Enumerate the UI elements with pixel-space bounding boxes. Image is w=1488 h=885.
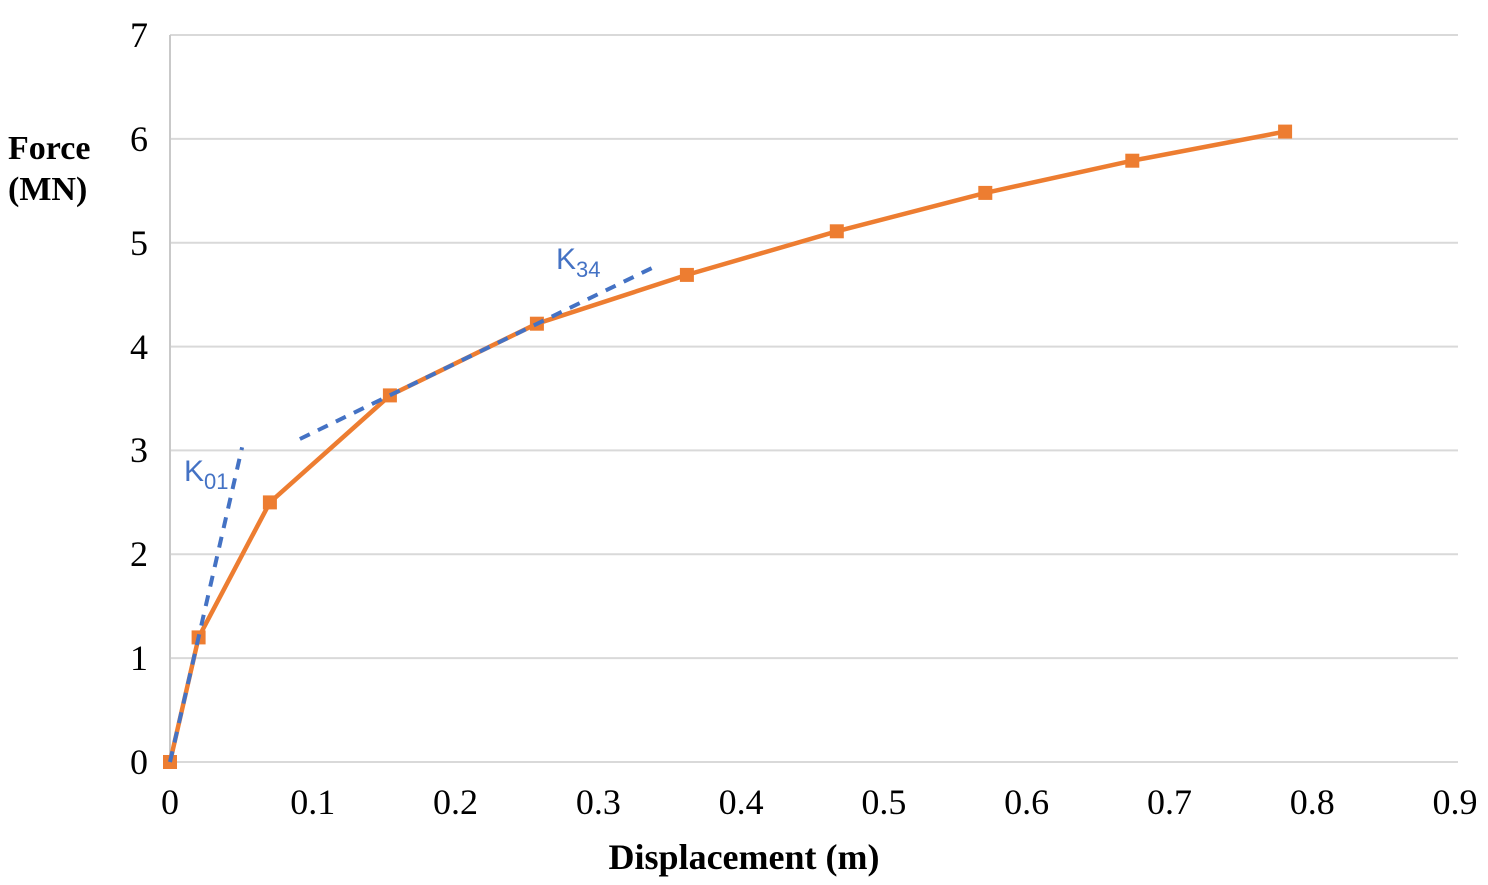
series-marker-9 [1278, 124, 1293, 139]
y-axis-title: Force (MN) [8, 128, 128, 210]
x-tick-label-0.6: 0.6 [1004, 782, 1050, 822]
x-tick-label-0.2: 0.2 [433, 782, 479, 822]
x-axis-title: Displacement (m) [608, 837, 880, 877]
annotation-label-k34: K34 [556, 243, 601, 283]
series-marker-5 [679, 267, 694, 282]
y-tick-label-1: 1 [130, 638, 148, 679]
y-tick-label-3: 3 [130, 430, 148, 471]
y-tick-label-4: 4 [130, 326, 148, 367]
y-axis-title-line2: (MN) [8, 171, 88, 208]
k34-label-main: K [556, 243, 577, 276]
K01-initial-stiffness-line [168, 446, 245, 763]
x-tick-label-0.1: 0.1 [290, 782, 336, 822]
x-tick-label-0.4: 0.4 [718, 782, 764, 822]
x-tick-label-0.9: 0.9 [1432, 782, 1478, 822]
K34-secant-stiffness-line [299, 263, 658, 441]
x-tick-label-0.7: 0.7 [1146, 782, 1192, 822]
y-tick-label-0: 0 [130, 742, 148, 782]
x-tick-label-0.8: 0.8 [1289, 782, 1335, 822]
y-tick-label-2: 2 [130, 534, 148, 575]
series-marker-8 [1125, 153, 1140, 168]
y-axis-title-line1: Force [8, 130, 91, 167]
k01-label-main: K [184, 455, 205, 488]
annotation-label-k01: K01 [184, 455, 229, 495]
y-tick-label-5: 5 [130, 222, 148, 263]
k34-label-subscript: 34 [576, 257, 601, 282]
x-tick-label-0.3: 0.3 [575, 782, 621, 822]
series-marker-7 [978, 185, 993, 200]
series-marker-6 [829, 224, 844, 239]
series-marker-2 [262, 495, 277, 510]
x-tick-label-0: 0 [161, 782, 179, 822]
y-tick-label-7: 7 [130, 15, 148, 55]
x-tick-label-0.5: 0.5 [861, 782, 907, 822]
y-tick-label-6: 6 [130, 118, 148, 159]
series-line [167, 129, 1288, 765]
k01-label-subscript: 01 [204, 469, 229, 494]
